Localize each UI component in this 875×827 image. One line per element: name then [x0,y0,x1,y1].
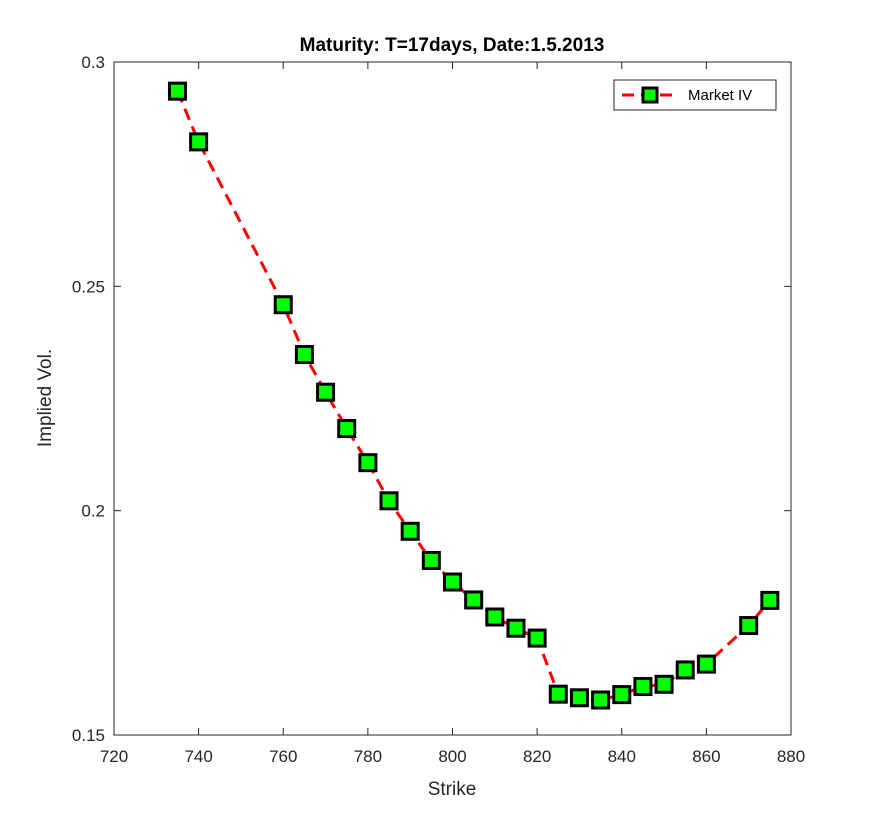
legend: Market IV [613,79,777,111]
data-point [400,521,420,541]
data-point [464,590,484,610]
data-point [167,81,187,101]
x-tick-label: 820 [523,747,551,766]
x-tick-label: 800 [438,747,466,766]
data-point [569,688,589,708]
x-axis: 720 740 760 780 800 820 840 860 880 [100,62,805,766]
data-point [421,550,441,570]
data-point [675,660,695,680]
data-point [527,628,547,648]
data-point [654,674,674,694]
data-point [612,685,632,705]
data-point [548,684,568,704]
y-tick-label: 0.3 [81,53,105,72]
x-tick-label: 780 [354,747,382,766]
y-axis-label: Implied Vol. [35,349,56,447]
y-tick-label: 0.2 [81,502,105,521]
data-point [443,572,462,592]
data-point [358,453,378,473]
plot-area [114,62,791,735]
legend-entry-market-iv: Market IV [688,87,752,104]
data-point [506,618,526,638]
data-point [379,491,399,511]
data-point [633,677,653,697]
data-point [591,690,611,710]
x-tick-label: 880 [777,747,805,766]
legend-marker-sample [641,86,659,104]
x-tick-label: 720 [100,747,128,766]
data-point [485,607,505,627]
data-point [189,132,209,152]
y-tick-label: 0.25 [72,277,105,296]
data-point [294,345,314,365]
x-tick-label: 740 [184,747,212,766]
data-point [273,295,293,315]
x-tick-label: 840 [608,747,636,766]
data-point [739,616,759,636]
series-layer [167,81,780,710]
y-axis: 0.15 0.2 0.25 0.3 [72,53,791,745]
data-point [760,590,780,610]
y-tick-label: 0.15 [72,726,105,745]
data-point [316,382,336,402]
data-point [696,654,716,674]
x-tick-label: 860 [692,747,720,766]
x-axis-label: Strike [428,779,477,800]
data-point [337,419,357,439]
chart-title: Maturity: T=17days, Date:1.5.2013 [300,35,605,56]
x-tick-label: 760 [269,747,297,766]
